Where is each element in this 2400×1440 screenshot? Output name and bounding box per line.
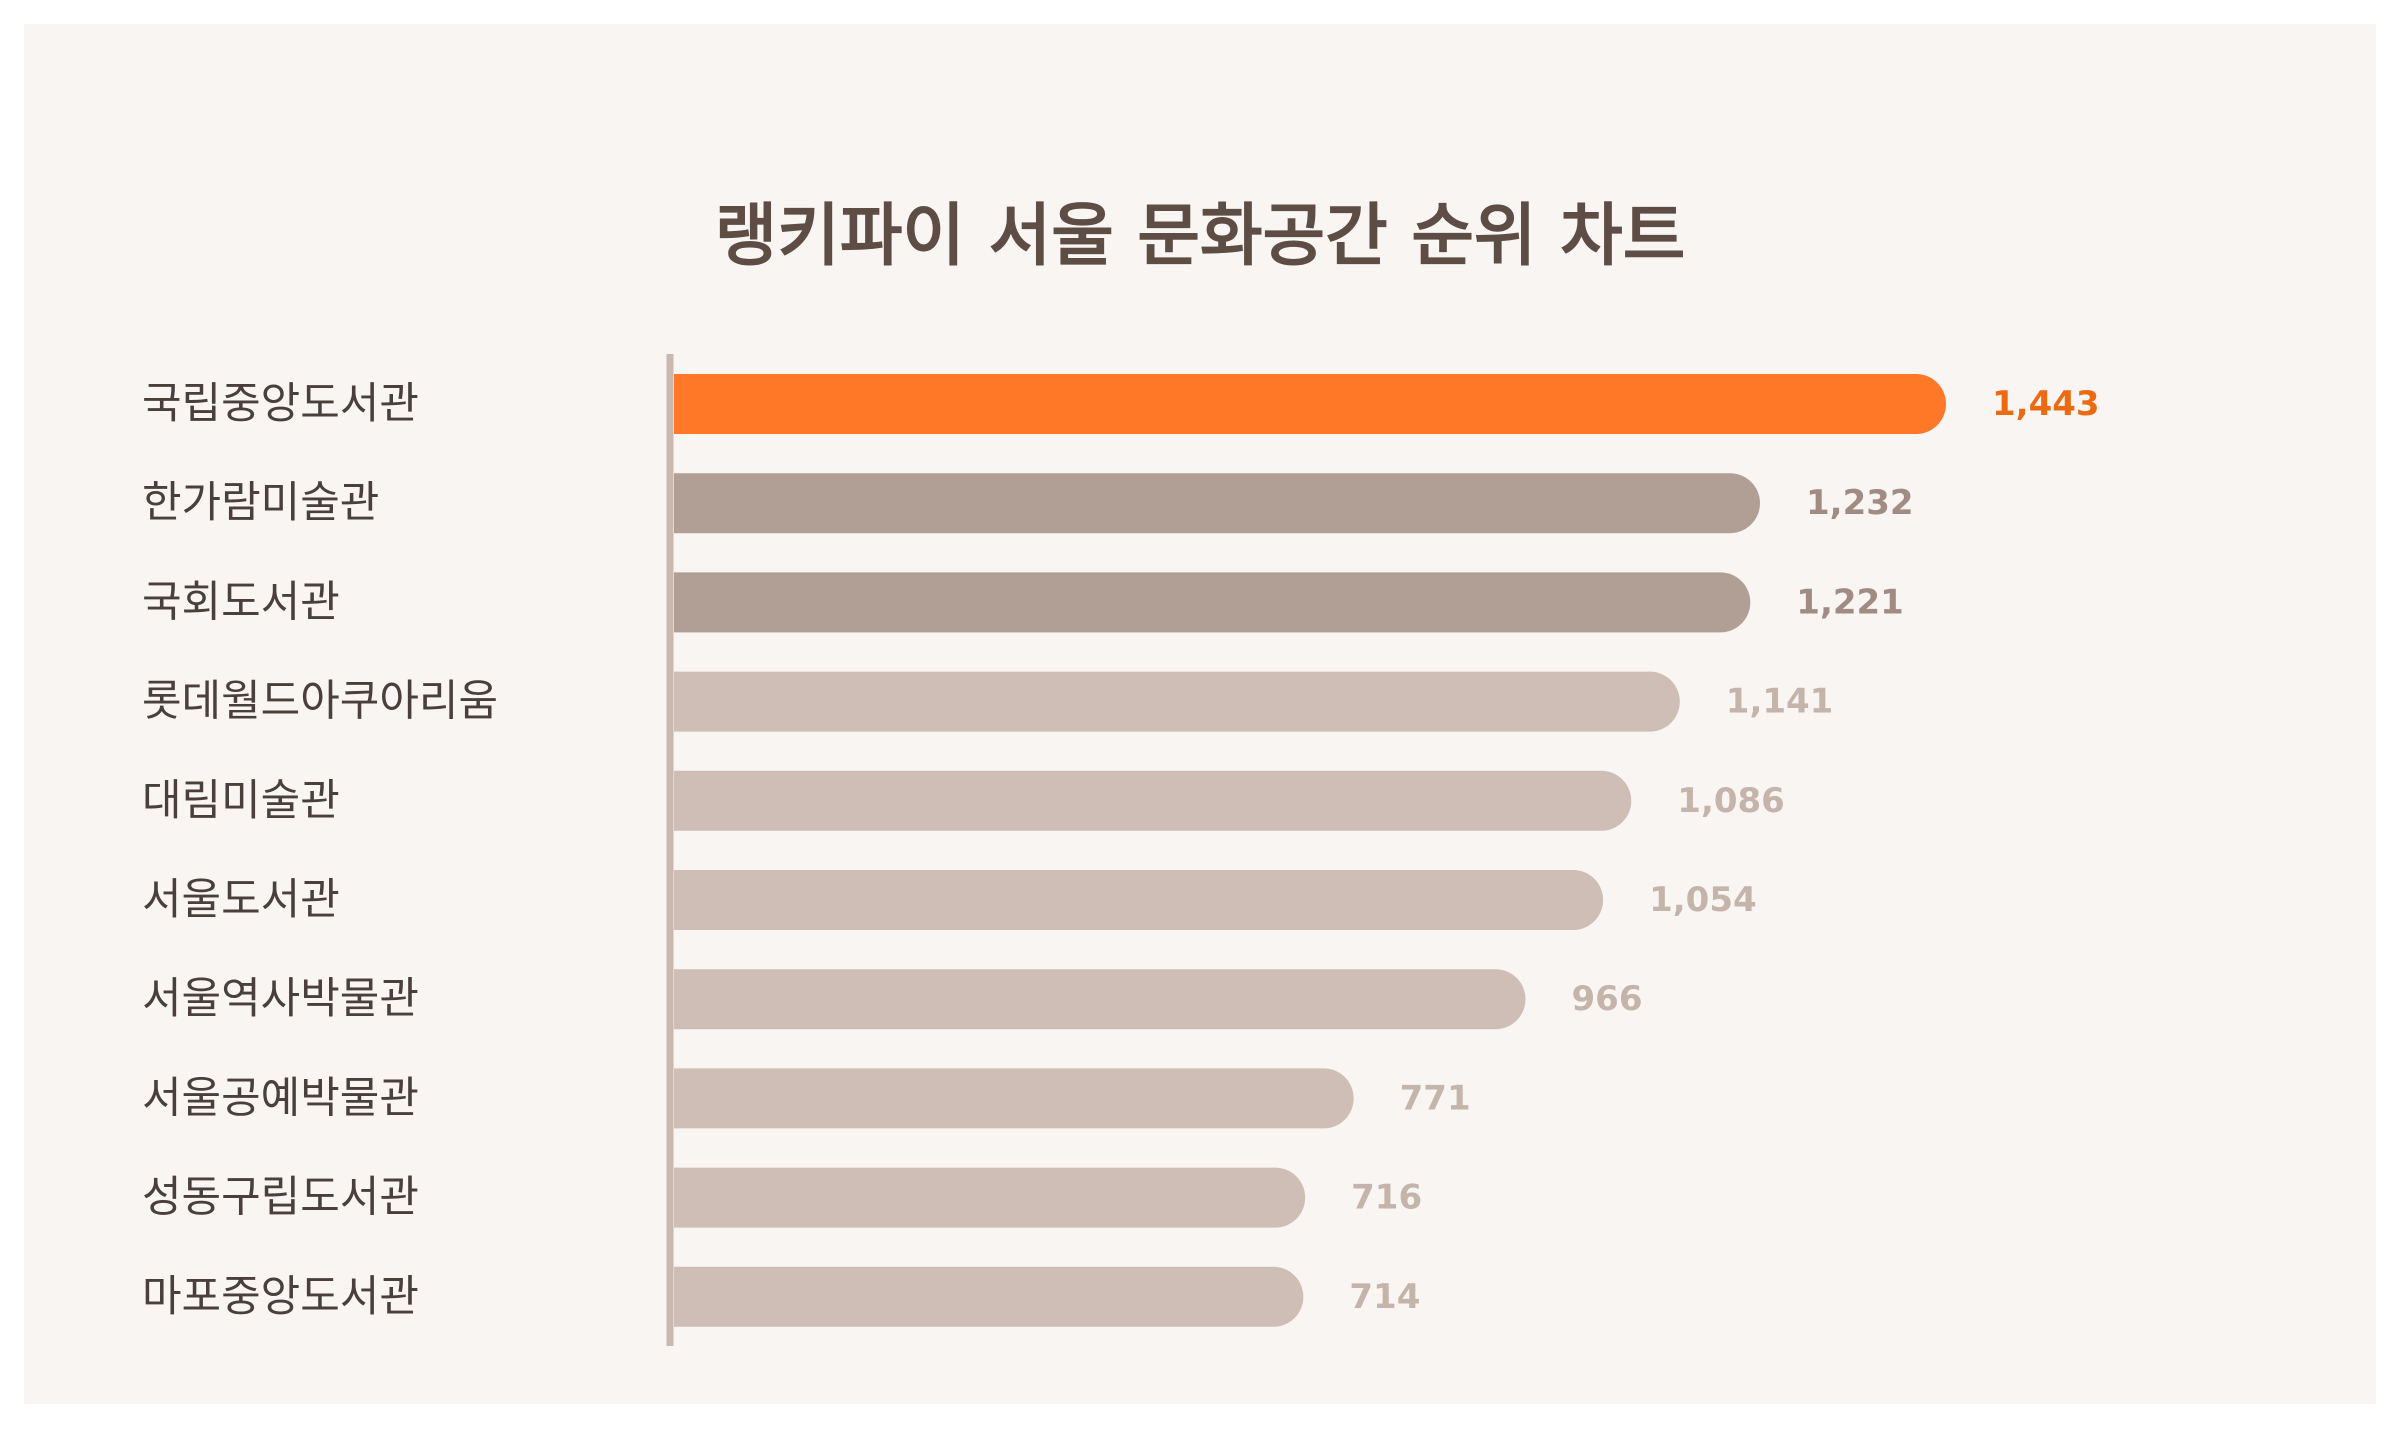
bar	[674, 870, 1604, 930]
value-label: 1,086	[1677, 781, 1785, 821]
value-label: 1,141	[1726, 682, 1834, 722]
bar	[674, 1167, 1306, 1228]
category-label: 국립중앙도서관	[142, 379, 419, 429]
category-label: 서울역사박물관	[142, 974, 419, 1024]
bar	[674, 671, 1680, 732]
bar	[674, 969, 1526, 1030]
category-label: 마포중앙도서관	[142, 1272, 419, 1322]
bar	[674, 374, 1946, 434]
bar	[674, 572, 1751, 633]
category-label: 서울공예박물관	[142, 1073, 419, 1123]
bar	[674, 770, 1632, 831]
value-label: 771	[1400, 1078, 1471, 1118]
value-label: 716	[1351, 1178, 1422, 1218]
value-label: 1,054	[1649, 880, 1757, 920]
bar	[674, 473, 1761, 534]
category-label: 롯데월드아쿠아리움	[142, 677, 498, 727]
value-label: 714	[1349, 1277, 1420, 1317]
category-label: 대림미술관	[142, 776, 340, 826]
value-label: 966	[1572, 979, 1643, 1019]
category-label: 한가람미술관	[142, 478, 379, 528]
value-label: 1,221	[1796, 582, 1904, 622]
category-label: 국회도서관	[142, 577, 340, 627]
bar	[674, 1068, 1354, 1129]
value-label: 1,232	[1806, 483, 1914, 523]
value-label: 1,443	[1992, 384, 2100, 424]
bar	[674, 1266, 1304, 1327]
chart-title: 랭키파이 서울 문화공간 순위 차트	[714, 197, 1686, 276]
category-label: 서울도서관	[142, 875, 340, 925]
category-label: 성동구립도서관	[142, 1173, 419, 1223]
